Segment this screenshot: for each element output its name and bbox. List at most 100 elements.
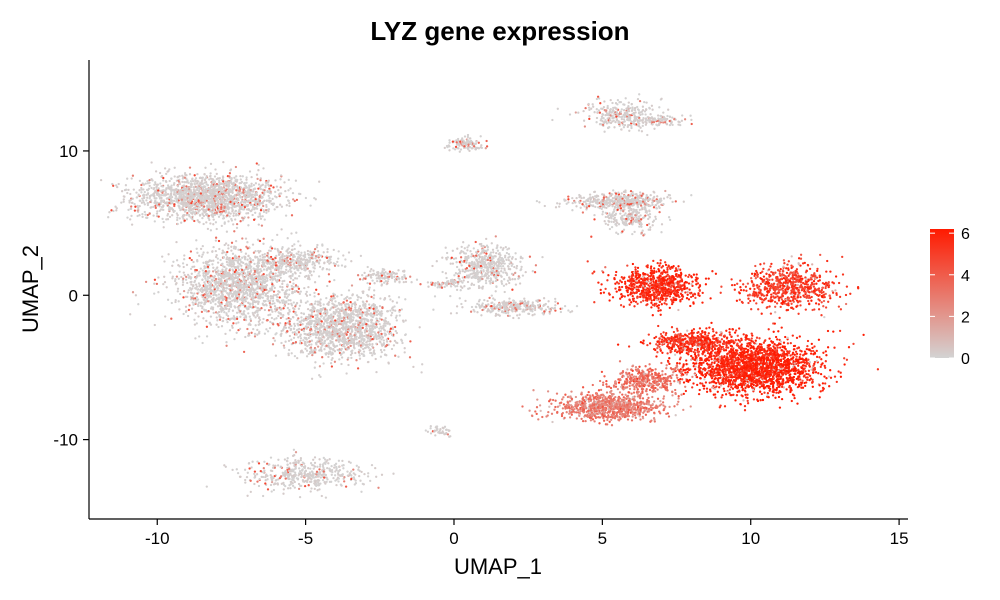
cell-point — [205, 183, 208, 186]
cell-point — [244, 300, 247, 303]
cell-point — [225, 280, 228, 283]
cell-point — [238, 263, 241, 266]
cell-point — [141, 215, 144, 219]
cell-point — [289, 264, 292, 267]
cell-point — [312, 332, 315, 335]
cell-point — [271, 259, 274, 263]
cell-point — [235, 331, 238, 334]
cell-point — [266, 259, 269, 262]
cell-point — [318, 180, 321, 183]
cell-point — [299, 300, 303, 304]
cell-point — [370, 320, 373, 324]
cell-point — [226, 214, 229, 217]
cell-point — [183, 176, 187, 179]
cell-point — [359, 296, 363, 300]
cell-point — [280, 332, 283, 335]
cell-point — [235, 175, 238, 178]
cell-point — [291, 272, 294, 276]
cell-point — [265, 319, 269, 322]
cell-point — [184, 305, 188, 308]
cell-point — [250, 203, 253, 207]
cell-point — [204, 291, 208, 294]
cell-point — [206, 251, 209, 254]
cell-point — [285, 254, 288, 257]
cell-point — [306, 277, 310, 280]
cell-point — [326, 318, 330, 321]
cell-point — [322, 251, 325, 254]
cell-point — [279, 250, 282, 254]
cell-point — [204, 185, 207, 188]
cell-point — [363, 331, 367, 334]
cell-point — [319, 304, 322, 307]
cell-point — [395, 341, 398, 344]
cell-point — [357, 320, 360, 323]
cell-point — [352, 344, 355, 347]
cell-point — [293, 290, 297, 293]
cell-point — [245, 208, 249, 211]
cell-point — [266, 295, 269, 298]
cell-point — [223, 243, 226, 247]
cell-point — [320, 315, 323, 318]
cell-point — [210, 190, 213, 193]
cell-point — [248, 281, 251, 284]
cell-point — [225, 344, 228, 347]
cell-point — [230, 249, 233, 252]
cell-point — [274, 256, 277, 260]
cell-point — [211, 308, 215, 311]
cell-point — [341, 322, 344, 325]
cell-point — [278, 296, 281, 299]
cell-point — [337, 340, 341, 344]
cell-point — [397, 355, 400, 358]
cell-point — [285, 317, 288, 321]
cell-point — [358, 321, 362, 325]
cell-point — [188, 166, 192, 169]
cell-point — [273, 208, 276, 211]
cell-point — [286, 306, 290, 310]
cell-point — [418, 326, 421, 329]
cell-point — [227, 181, 230, 184]
cell-point — [237, 257, 240, 261]
cell-point — [224, 332, 227, 336]
cell-point — [381, 306, 384, 310]
cell-point — [202, 209, 205, 212]
cell-point — [189, 198, 192, 202]
cell-point — [262, 167, 265, 170]
cell-point — [130, 205, 133, 208]
cell-point — [308, 332, 312, 335]
cell-point — [136, 214, 139, 218]
cell-point — [340, 319, 343, 323]
cell-point — [286, 237, 289, 240]
cell-point — [202, 198, 205, 201]
cell-point — [262, 317, 265, 321]
cell-point — [340, 264, 344, 267]
cell-point — [232, 212, 235, 215]
cell-point — [395, 319, 398, 322]
cell-point — [220, 199, 223, 202]
cell-point — [378, 322, 381, 326]
cell-point — [266, 297, 269, 301]
cell-point — [207, 292, 210, 295]
cell-point — [238, 327, 242, 331]
cell-point — [189, 188, 192, 192]
cell-point — [272, 290, 276, 293]
cell-point — [316, 327, 319, 331]
cell-point — [207, 208, 210, 211]
cell-point — [326, 321, 329, 325]
cell-point — [256, 333, 259, 336]
cell-point — [199, 247, 203, 251]
cell-point — [299, 253, 302, 257]
cell-point — [253, 262, 256, 266]
cell-point — [189, 250, 193, 253]
cell-point — [195, 207, 198, 210]
cell-point — [368, 325, 371, 328]
cell-point — [239, 211, 242, 214]
cell-point — [288, 310, 291, 313]
cell-point — [387, 343, 390, 346]
cell-point — [259, 277, 262, 280]
cell-point — [269, 295, 273, 298]
cell-point — [271, 285, 274, 288]
cell-point — [393, 275, 396, 278]
cell-point — [218, 280, 221, 284]
cell-point — [205, 319, 208, 323]
cell-point — [173, 203, 176, 206]
